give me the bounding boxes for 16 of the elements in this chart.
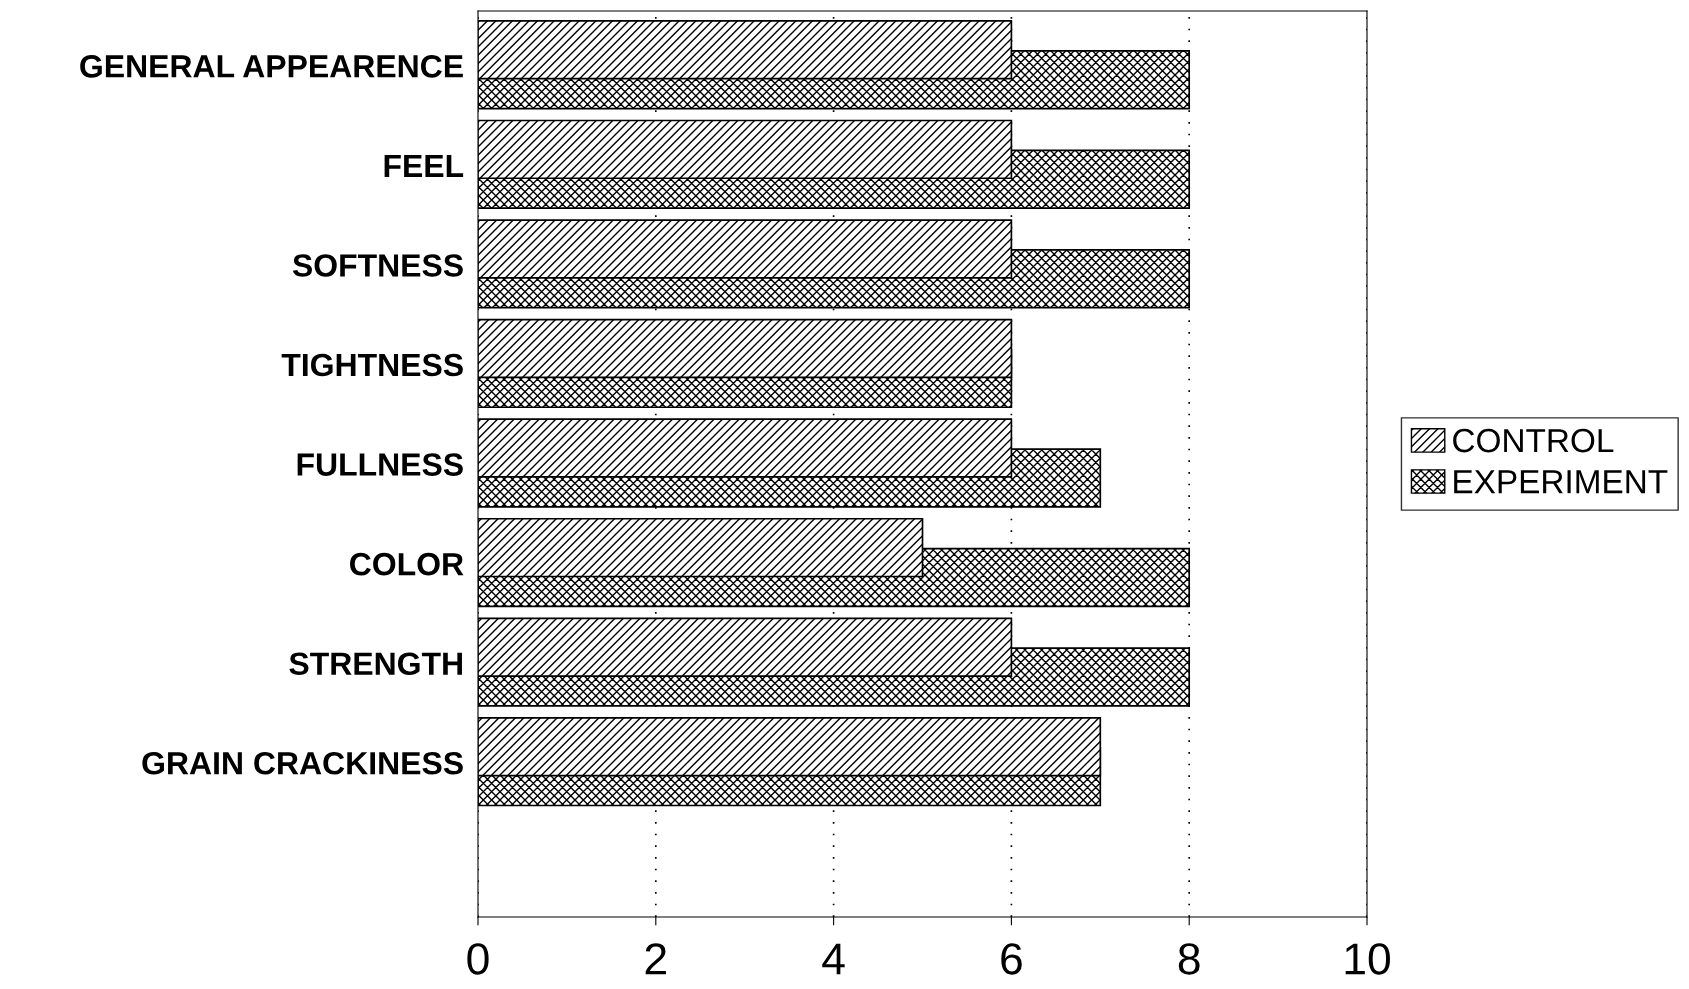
y-tick-label: GENERAL APPEARENCE (80, 55, 463, 78)
y-tick-label: COLOR (350, 552, 464, 576)
y-tick-label: STRENGTH (289, 652, 462, 676)
x-tick-label: 4 (822, 943, 845, 975)
y-tick-label: FULLNESS (297, 453, 463, 476)
x-tick-label: 0 (467, 943, 489, 975)
x-tick-label: 2 (645, 943, 666, 975)
y-tick-label: TIGHTNESS (281, 353, 463, 377)
legend-label: EXPERIMENT (1454, 470, 1668, 494)
y-tick-label: GRAIN CRACKINESS (142, 751, 463, 775)
y-tick-label: SOFTNESS (292, 254, 463, 277)
x-tick-label: 8 (1178, 943, 1200, 975)
x-tick-label: 6 (1001, 943, 1022, 975)
y-tick-label: FEEL (384, 154, 464, 177)
x-tick-label: 10 (1345, 943, 1390, 975)
legend-label: CONTROL (1453, 428, 1614, 453)
